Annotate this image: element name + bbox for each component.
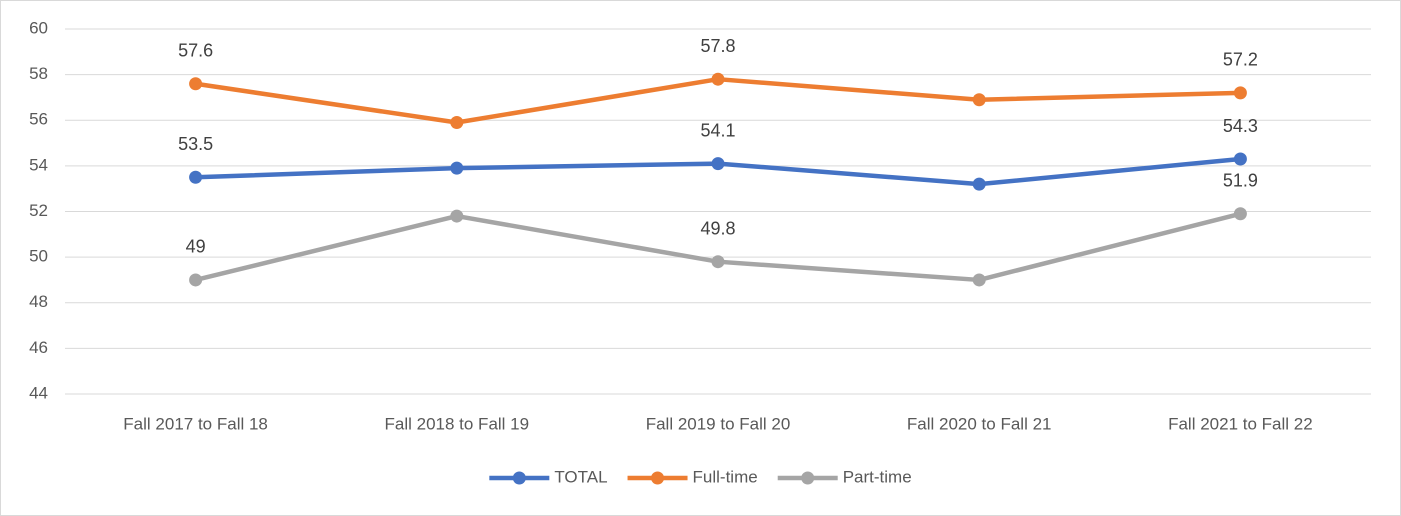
data-point	[450, 116, 464, 130]
data-label: 53.5	[178, 134, 213, 154]
y-tick-label: 58	[29, 64, 48, 83]
data-point	[1233, 86, 1247, 100]
data-label: 54.1	[700, 120, 735, 140]
legend-label: Part-time	[843, 467, 912, 486]
legend-label: Full-time	[693, 467, 758, 486]
y-tick-label: 52	[29, 201, 48, 220]
data-label: 49	[186, 237, 206, 257]
data-point	[711, 157, 725, 171]
y-tick-label: 54	[29, 155, 48, 174]
data-point	[450, 161, 464, 175]
data-label: 57.6	[178, 41, 213, 61]
legend-marker	[801, 471, 815, 485]
data-point	[189, 170, 203, 184]
data-point	[711, 72, 725, 86]
x-tick-label: Fall 2017 to Fall 18	[123, 414, 268, 433]
y-tick-label: 44	[29, 383, 48, 402]
y-tick-label: 50	[29, 247, 48, 266]
data-point	[972, 273, 986, 287]
data-label: 49.8	[700, 218, 735, 238]
data-point	[972, 93, 986, 107]
x-tick-label: Fall 2019 to Fall 20	[646, 414, 791, 433]
data-point	[189, 273, 203, 287]
data-point	[1233, 207, 1247, 221]
x-tick-label: Fall 2021 to Fall 22	[1168, 414, 1313, 433]
data-point	[711, 255, 725, 269]
data-point	[189, 77, 203, 91]
legend-item: TOTAL	[489, 467, 608, 486]
y-tick-label: 60	[29, 18, 48, 37]
legend-marker	[512, 471, 526, 485]
x-tick-label: Fall 2020 to Fall 21	[907, 414, 1052, 433]
data-label: 54.3	[1223, 116, 1258, 136]
legend-marker	[651, 471, 665, 485]
data-label: 51.9	[1223, 171, 1258, 191]
legend-label: TOTAL	[554, 467, 607, 486]
data-label: 57.2	[1223, 50, 1258, 70]
data-label: 57.8	[700, 36, 735, 56]
data-point	[450, 209, 464, 223]
data-point	[972, 177, 986, 191]
y-tick-label: 46	[29, 338, 48, 357]
y-tick-label: 56	[29, 110, 48, 129]
data-point	[1233, 152, 1247, 166]
x-tick-label: Fall 2018 to Fall 19	[385, 414, 530, 433]
legend-item: Part-time	[777, 467, 912, 486]
y-tick-label: 48	[29, 292, 48, 311]
legend-item: Full-time	[627, 467, 758, 486]
